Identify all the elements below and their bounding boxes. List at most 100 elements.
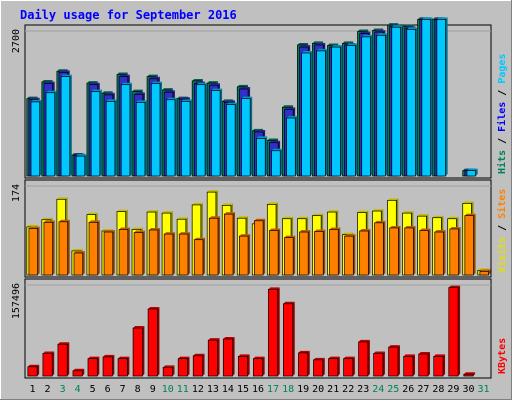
bar-sites-day-25 bbox=[389, 225, 401, 276]
bar-pages-day-9 bbox=[150, 81, 162, 177]
bar-pages-day-23 bbox=[361, 34, 373, 177]
panel-middle-legend: Visits / Sites bbox=[496, 189, 508, 273]
bar-pages-day-6 bbox=[105, 99, 117, 177]
bar-kbytes-day-5 bbox=[87, 356, 100, 377]
bar-sites-day-6 bbox=[103, 230, 115, 276]
bar-sites-day-5 bbox=[88, 220, 100, 276]
bar-sites-day-1 bbox=[28, 226, 40, 276]
bar-sites-day-3 bbox=[58, 219, 70, 276]
xtick-day-20: 20 bbox=[312, 384, 324, 395]
bar-pages-day-28 bbox=[436, 17, 448, 177]
xtick-day-7: 7 bbox=[120, 384, 126, 395]
bar-sites-day-31 bbox=[479, 269, 491, 276]
bar-sites-day-20 bbox=[314, 229, 326, 276]
bar-sites-day-17 bbox=[269, 228, 281, 276]
bar-pages-day-16 bbox=[256, 136, 268, 177]
xtick-day-26: 26 bbox=[402, 384, 414, 395]
bar-kbytes-day-19 bbox=[298, 350, 310, 377]
bar-kbytes-day-30 bbox=[463, 372, 476, 377]
xtick-day-16: 16 bbox=[252, 384, 264, 395]
bar-sites-day-19 bbox=[299, 230, 311, 276]
xtick-day-23: 23 bbox=[357, 384, 369, 395]
bar-pages-day-15 bbox=[241, 96, 253, 177]
panel-bottom-ymax-label: 157496 bbox=[11, 283, 22, 319]
xtick-day-27: 27 bbox=[417, 384, 429, 395]
xtick-day-14: 14 bbox=[222, 384, 234, 395]
bar-kbytes-day-8 bbox=[132, 326, 145, 377]
bar-pages-day-11 bbox=[180, 99, 193, 177]
panel-bottom: 157496 KBytes bbox=[11, 278, 508, 379]
legend-item: / bbox=[497, 84, 508, 102]
bar-pages-day-12 bbox=[196, 82, 208, 177]
xtick-day-18: 18 bbox=[282, 384, 294, 395]
bar-pages-day-21 bbox=[331, 45, 343, 177]
bar-sites-day-4 bbox=[73, 251, 85, 276]
bar-kbytes-day-18 bbox=[283, 301, 295, 377]
legend-item: KBytes bbox=[497, 338, 508, 374]
bar-kbytes-day-29 bbox=[448, 285, 461, 377]
bar-sites-day-15 bbox=[239, 234, 251, 276]
bar-kbytes-day-15 bbox=[237, 354, 250, 377]
xtick-day-29: 29 bbox=[447, 384, 459, 395]
xtick-day-25: 25 bbox=[387, 384, 399, 395]
bar-pages-day-8 bbox=[135, 100, 147, 177]
bar-pages-day-27 bbox=[421, 17, 433, 177]
bar-pages-day-5 bbox=[90, 89, 102, 177]
bar-pages-day-17 bbox=[271, 148, 283, 177]
bar-kbytes-day-12 bbox=[192, 353, 205, 377]
xtick-day-10: 10 bbox=[162, 384, 174, 395]
bar-kbytes-day-21 bbox=[328, 356, 340, 377]
legend-item: Visits bbox=[496, 237, 508, 273]
xtick-day-28: 28 bbox=[432, 384, 444, 395]
bar-kbytes-day-11 bbox=[177, 356, 190, 377]
xtick-day-21: 21 bbox=[327, 384, 339, 395]
bar-kbytes-day-13 bbox=[207, 338, 220, 377]
xtick-day-30: 30 bbox=[462, 384, 474, 395]
legend-item: Hits bbox=[496, 150, 508, 174]
xtick-day-11: 11 bbox=[177, 384, 189, 395]
bar-kbytes-day-16 bbox=[252, 356, 265, 377]
bar-kbytes-day-3 bbox=[57, 342, 70, 377]
bar-pages-day-4 bbox=[75, 154, 87, 177]
bar-kbytes-day-28 bbox=[433, 354, 446, 377]
bar-kbytes-day-9 bbox=[147, 306, 160, 377]
bar-kbytes-day-14 bbox=[222, 337, 235, 377]
xtick-day-24: 24 bbox=[372, 384, 384, 395]
bar-pages-day-22 bbox=[346, 43, 358, 177]
legend-item: Files bbox=[496, 102, 508, 132]
bar-sites-day-26 bbox=[404, 225, 416, 276]
bar-pages-day-10 bbox=[165, 97, 178, 177]
xtick-day-15: 15 bbox=[237, 384, 249, 395]
bar-sites-day-22 bbox=[344, 234, 356, 276]
panel-top-ymax-label: 2700 bbox=[11, 29, 22, 53]
xtick-day-2: 2 bbox=[44, 384, 50, 395]
bar-kbytes-day-4 bbox=[72, 368, 85, 377]
bar-kbytes-day-22 bbox=[343, 356, 355, 377]
bar-sites-day-24 bbox=[374, 220, 386, 276]
bar-sites-day-14 bbox=[223, 212, 236, 276]
panel-top-legend: Hits / Files / Pages bbox=[496, 54, 508, 174]
bar-kbytes-day-26 bbox=[403, 354, 415, 377]
bar-kbytes-day-10 bbox=[162, 365, 175, 377]
bar-sites-day-27 bbox=[419, 228, 431, 276]
panel-top: 2700 Hits / Files / Pages bbox=[11, 17, 508, 179]
bar-kbytes-day-1 bbox=[27, 364, 40, 377]
bar-sites-day-9 bbox=[148, 227, 160, 276]
bar-kbytes-day-23 bbox=[358, 339, 370, 377]
panel-bottom-legend: KBytes bbox=[497, 338, 508, 374]
bar-pages-day-24 bbox=[376, 33, 388, 177]
bar-kbytes-day-6 bbox=[102, 354, 115, 377]
bar-kbytes-day-24 bbox=[373, 351, 385, 377]
panels-layer: 2700 Hits / Files / Pages 174 Visits / Site… bbox=[11, 17, 508, 379]
bar-pages-day-20 bbox=[316, 48, 328, 177]
x-axis: 1 2 3 4 5 6 7 8 9 10 11 12 13 14 15 16 17 18 19 20 21 22 23 24 2… bbox=[29, 384, 489, 395]
bar-kbytes-day-20 bbox=[313, 357, 325, 377]
xtick-day-9: 9 bbox=[150, 384, 156, 395]
bar-pages-day-30 bbox=[466, 168, 478, 177]
legend-item: Sites bbox=[496, 189, 508, 219]
bar-sites-day-16 bbox=[254, 218, 266, 276]
bar-sites-day-2 bbox=[43, 220, 55, 276]
legend-item: / bbox=[497, 219, 508, 237]
bar-pages-day-3 bbox=[60, 74, 72, 177]
bar-sites-day-29 bbox=[449, 226, 461, 276]
